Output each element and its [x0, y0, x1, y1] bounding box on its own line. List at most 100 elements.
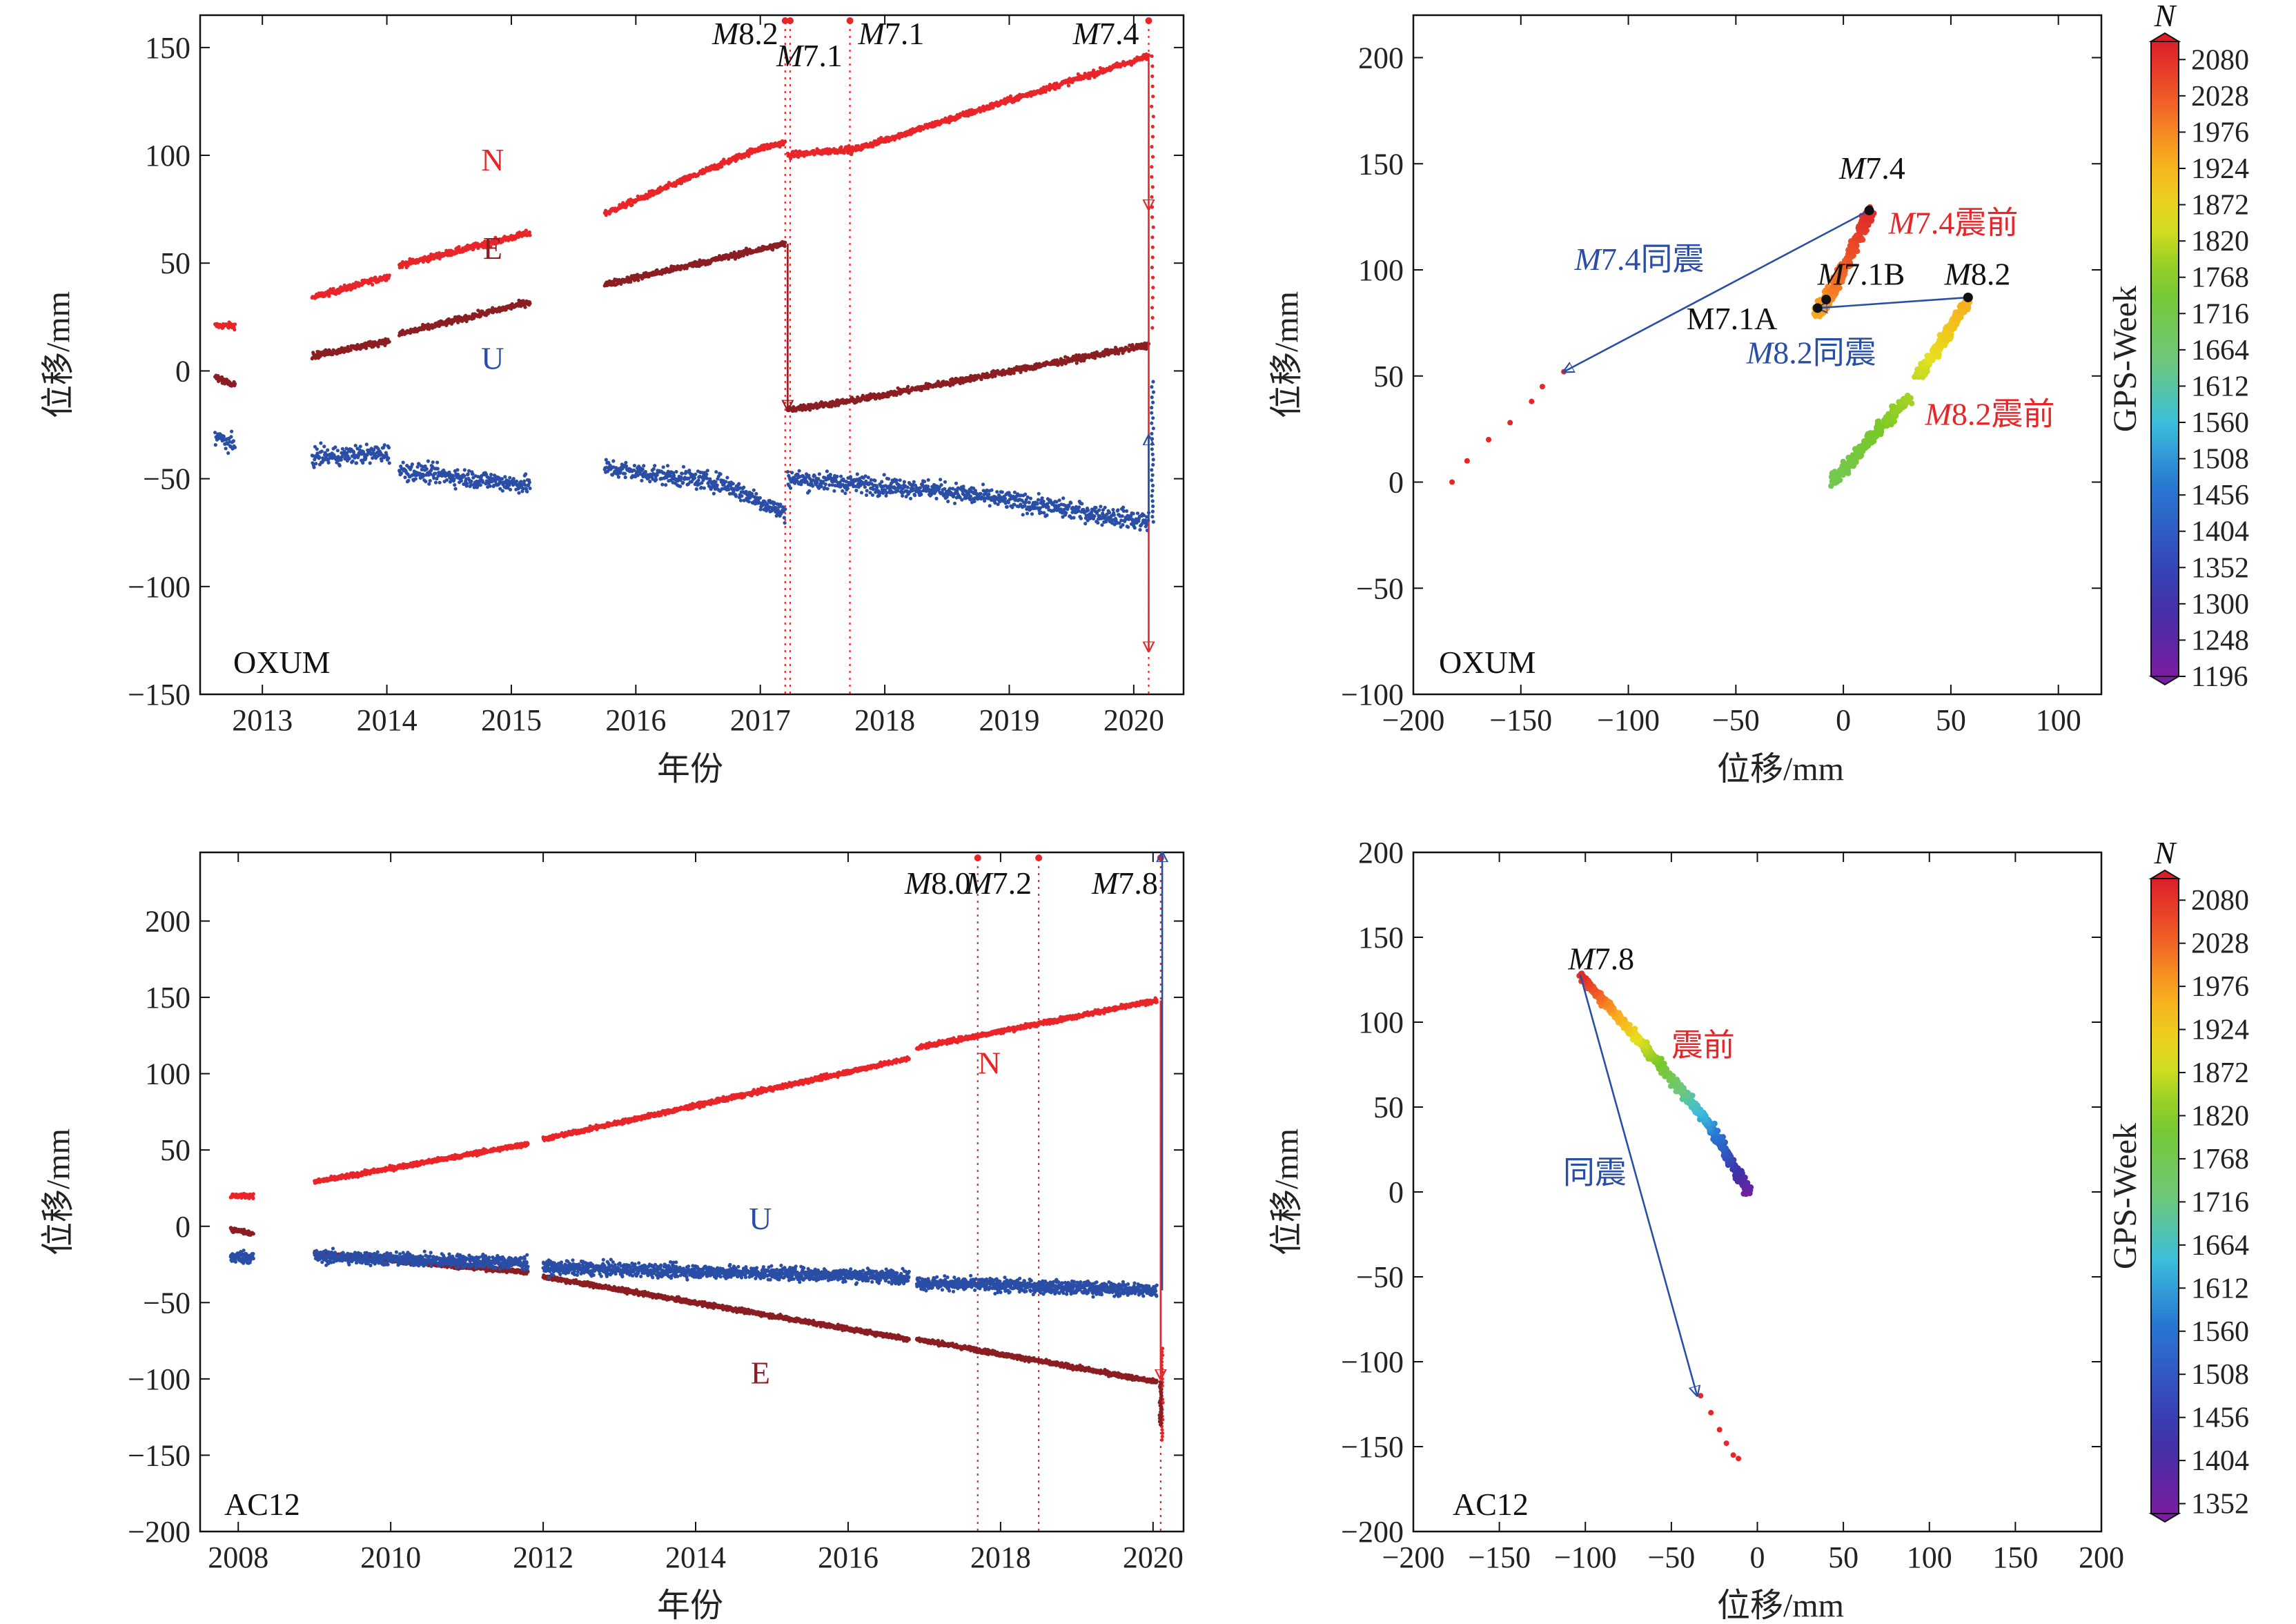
data-point	[611, 459, 616, 463]
data-point	[511, 477, 516, 481]
data-point	[413, 477, 418, 481]
data-point	[783, 139, 787, 144]
data-point	[213, 443, 217, 447]
data-point	[431, 460, 435, 464]
x-tick-label: 2020	[1103, 703, 1164, 737]
data-point	[424, 467, 429, 471]
tail-point	[1150, 205, 1155, 209]
data-point	[462, 468, 467, 472]
data-point	[1028, 496, 1032, 500]
data-point	[737, 482, 741, 486]
trajectory-cluster	[1828, 393, 1915, 489]
data-point	[469, 479, 473, 483]
data-point	[643, 469, 648, 474]
data-point	[734, 494, 738, 498]
tail-point	[1151, 400, 1155, 404]
data-point	[314, 462, 318, 466]
series-N	[213, 52, 1151, 332]
data-point	[752, 488, 756, 492]
data-point	[453, 483, 457, 487]
data-point	[1077, 505, 1081, 509]
data-point	[636, 278, 640, 282]
tail-point	[1150, 295, 1155, 300]
data-point	[1100, 523, 1104, 527]
data-point	[981, 482, 985, 487]
data-point	[459, 479, 464, 483]
data-point	[754, 491, 758, 496]
data-point	[790, 471, 794, 475]
data-point	[1121, 505, 1126, 509]
tail-point	[1151, 95, 1155, 99]
data-point	[233, 322, 237, 326]
data-point	[528, 233, 532, 237]
data-point	[747, 500, 751, 504]
tail-point	[1150, 255, 1155, 260]
data-point	[527, 480, 531, 485]
data-point	[705, 472, 709, 476]
tail-point	[1150, 145, 1154, 149]
data-point	[640, 478, 644, 482]
event-label: M7.4	[1072, 16, 1139, 51]
data-point	[1086, 508, 1090, 512]
data-point	[1041, 499, 1046, 504]
y-tick-label: 50	[160, 246, 190, 280]
data-point	[692, 476, 697, 480]
x-axis-label: 年份	[657, 751, 723, 787]
data-point	[674, 469, 678, 474]
tail-point	[1150, 215, 1155, 219]
tail-point	[1150, 165, 1154, 169]
data-point	[371, 282, 375, 286]
plot-frame	[199, 14, 1185, 696]
data-point	[653, 464, 657, 468]
data-point	[714, 470, 718, 474]
data-point	[987, 492, 991, 496]
data-point	[968, 494, 972, 498]
data-point	[823, 482, 827, 487]
data-point	[500, 477, 504, 481]
tail-point	[1150, 468, 1154, 472]
data-point	[843, 491, 847, 496]
data-point	[694, 487, 698, 491]
data-point	[335, 449, 340, 453]
data-point	[466, 472, 470, 476]
data-point	[387, 340, 391, 344]
data-point	[825, 469, 829, 473]
data-point	[488, 484, 492, 488]
data-point	[943, 480, 948, 484]
data-point	[462, 474, 467, 478]
data-point	[1067, 504, 1071, 508]
data-point	[527, 230, 531, 235]
data-point	[1117, 351, 1121, 356]
data-point	[1135, 511, 1140, 516]
tail-point	[1150, 493, 1154, 498]
data-point	[972, 499, 977, 504]
series-E	[213, 239, 1151, 413]
data-point	[444, 478, 449, 482]
x-tick-label: 2016	[605, 703, 666, 737]
data-point	[839, 474, 843, 478]
data-point	[382, 443, 386, 447]
data-point	[524, 472, 528, 476]
data-point	[817, 472, 821, 476]
tail-point	[1150, 411, 1154, 415]
tail-point	[1150, 473, 1155, 478]
data-point	[866, 476, 870, 480]
data-point	[525, 489, 529, 493]
data-point	[500, 489, 504, 493]
data-point	[640, 467, 645, 471]
data-point	[435, 460, 440, 464]
data-point	[1138, 528, 1142, 532]
data-point	[364, 442, 369, 447]
tail-point	[1150, 306, 1155, 310]
event-label: M7.1	[858, 16, 925, 51]
data-point	[811, 484, 815, 488]
data-point	[648, 480, 652, 484]
data-point	[664, 483, 668, 487]
data-point	[1103, 505, 1107, 509]
data-point	[387, 273, 391, 277]
data-point	[1005, 505, 1009, 509]
data-point	[632, 464, 637, 468]
data-point	[478, 483, 482, 487]
data-point	[654, 478, 658, 482]
